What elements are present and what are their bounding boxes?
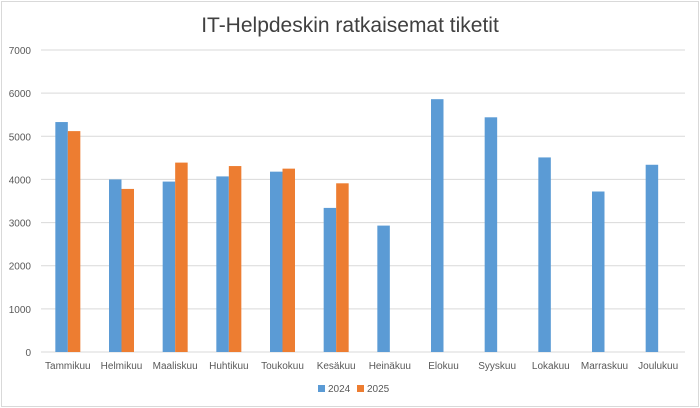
y-tick-label: 7000 xyxy=(9,46,32,57)
x-tick-label: Tammikuu xyxy=(45,361,91,372)
y-tick-label: 5000 xyxy=(9,132,32,143)
bar-2024-Lokakuu xyxy=(538,157,551,352)
bars xyxy=(55,99,659,352)
bar-2024-Joulukuu xyxy=(645,164,659,352)
bar-2024-Helmikuu xyxy=(109,179,122,352)
x-tick-label: Maaliskuu xyxy=(153,361,198,372)
x-tick-label: Heinäkuu xyxy=(369,361,411,372)
y-tick-label: 6000 xyxy=(9,89,32,100)
x-tick-label: Huhtikuu xyxy=(209,361,248,372)
y-tick-label: 2000 xyxy=(9,262,32,273)
x-tick-label: Lokakuu xyxy=(532,361,570,372)
legend-swatch-2024 xyxy=(318,385,325,392)
y-tick-label: 1000 xyxy=(9,305,32,316)
y-axis-tick-labels: 0 1000 2000 3000 4000 5000 6000 7000 xyxy=(9,46,32,359)
bar-2025-Helmikuu xyxy=(121,188,134,352)
y-tick-label: 0 xyxy=(25,348,31,359)
legend-swatch-2025 xyxy=(357,385,364,392)
x-tick-label: Joulukuu xyxy=(638,361,678,372)
y-tick-label: 4000 xyxy=(9,175,32,186)
x-tick-label: Syyskuu xyxy=(478,361,516,372)
bar-2024-Toukokuu xyxy=(270,171,283,352)
legend: 2024 2025 xyxy=(318,384,390,395)
legend-label-2025: 2025 xyxy=(367,384,390,395)
x-axis-tick-labels: Tammikuu Helmikuu Maaliskuu Huhtikuu Toukoku… xyxy=(45,361,678,372)
bar-2024-Syyskuu xyxy=(484,117,498,352)
x-tick-label: Marraskuu xyxy=(581,361,628,372)
legend-label-2024: 2024 xyxy=(328,384,351,395)
bar-2024-Elokuu xyxy=(431,99,444,352)
bar-2025-Kesäkuu xyxy=(336,183,349,352)
bar-2024-Kesäkuu xyxy=(323,207,337,352)
x-tick-label: Elokuu xyxy=(428,361,459,372)
gridlines xyxy=(41,49,685,353)
chart-title: IT-Helpdeskin ratkaisemat tiketit xyxy=(201,14,499,37)
bar-2025-Huhtikuu xyxy=(228,166,242,352)
bar-2024-Marraskuu xyxy=(592,191,605,352)
bar-2025-Toukokuu xyxy=(282,168,295,352)
bar-2025-Maaliskuu xyxy=(175,162,188,352)
bar-2024-Huhtikuu xyxy=(216,176,229,352)
y-tick-label: 3000 xyxy=(9,219,32,230)
x-tick-label: Toukokuu xyxy=(261,361,304,372)
bar-2025-Tammikuu xyxy=(67,131,81,352)
bar-2024-Heinäkuu xyxy=(377,225,390,352)
x-tick-label: Kesäkuu xyxy=(317,361,356,372)
x-tick-label: Helmikuu xyxy=(101,361,143,372)
bar-2024-Tammikuu xyxy=(55,122,68,352)
bar-2024-Maaliskuu xyxy=(162,181,176,352)
